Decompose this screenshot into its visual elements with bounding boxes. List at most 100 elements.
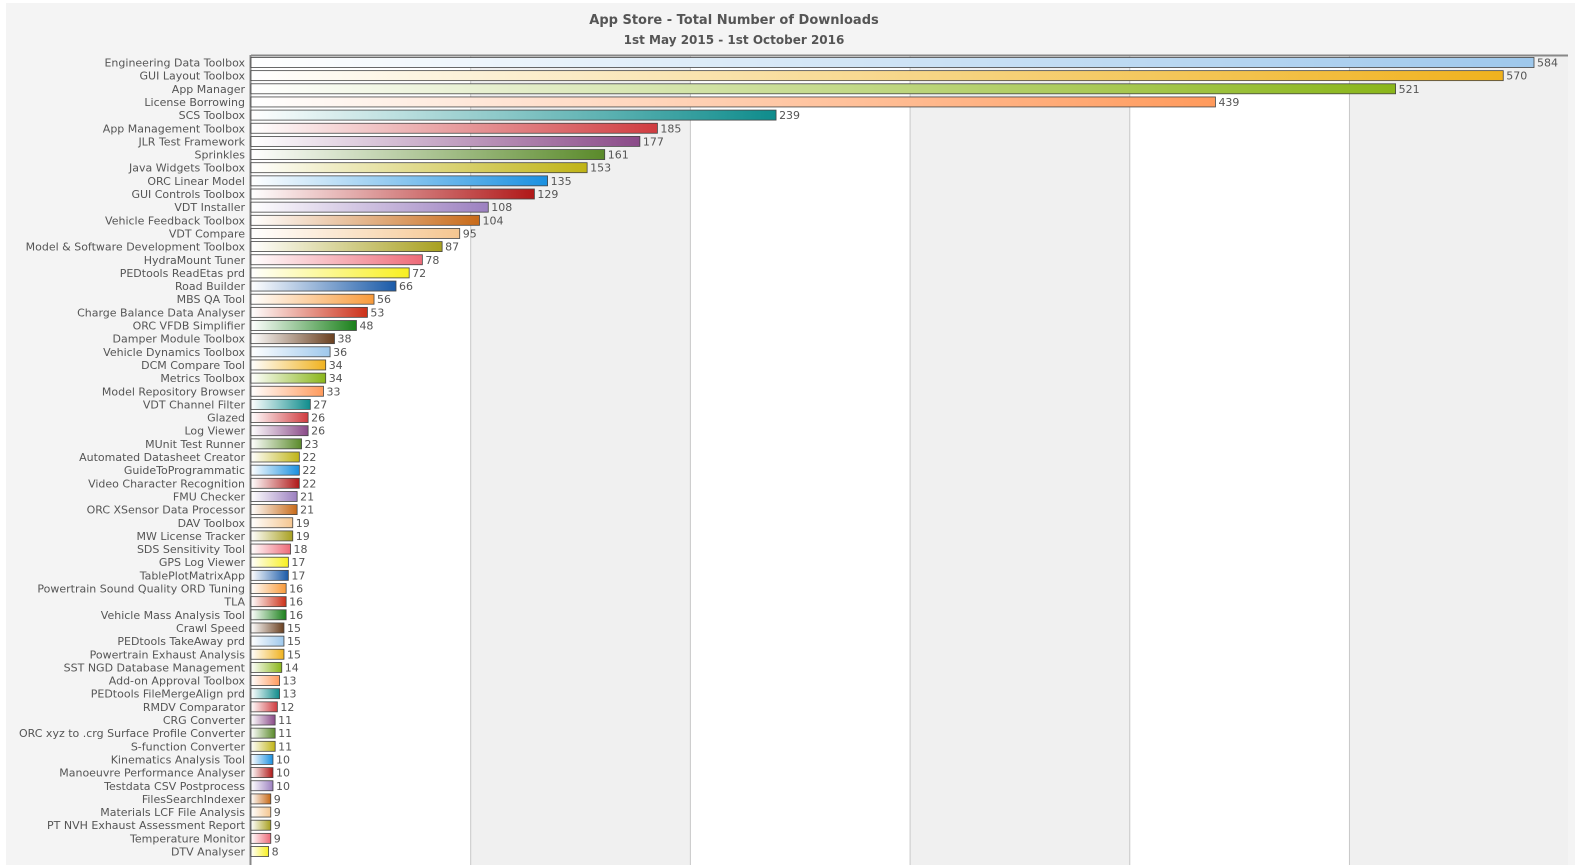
category-label: Model Repository Browser <box>102 385 246 398</box>
category-label: Materials LCF File Analysis <box>100 806 245 819</box>
bar <box>250 793 272 805</box>
category-label: Java Widgets Toolbox <box>128 162 245 175</box>
bar <box>250 517 294 529</box>
value-label: 439 <box>1218 96 1239 109</box>
category-label: GUI Controls Toolbox <box>131 188 245 201</box>
value-label: 9 <box>274 793 281 806</box>
category-label: VDT Channel Filter <box>143 398 246 411</box>
category-label: ORC Linear Model <box>147 175 245 188</box>
category-label: Video Character Recognition <box>88 477 245 490</box>
category-label: App Management Toolbox <box>103 122 246 135</box>
bar <box>250 648 285 660</box>
bar <box>250 701 278 713</box>
bar <box>250 635 285 647</box>
category-label: PEDtools TakeAway prd <box>117 635 245 648</box>
bar <box>250 425 309 437</box>
bar <box>250 306 368 318</box>
value-label: 16 <box>289 609 303 622</box>
value-label: 27 <box>313 398 327 411</box>
category-label: Road Builder <box>175 280 245 293</box>
bar <box>250 504 298 516</box>
category-label: CRG Converter <box>163 714 246 727</box>
bar <box>250 372 327 384</box>
bar <box>250 846 269 857</box>
category-label: Temperature Monitor <box>129 832 245 845</box>
bar <box>250 819 272 831</box>
category-label: Crawl Speed <box>176 622 245 635</box>
value-label: 33 <box>326 385 340 398</box>
bar <box>250 714 276 726</box>
bar <box>250 241 443 253</box>
bar <box>250 832 272 844</box>
value-label: 22 <box>302 464 316 477</box>
category-label: TablePlotMatrixApp <box>139 569 245 582</box>
value-label: 95 <box>463 227 477 240</box>
bar <box>250 767 274 778</box>
category-label: Charge Balance Data Analyser <box>77 306 245 319</box>
value-label: 570 <box>1506 70 1527 83</box>
category-label: Damper Module Toolbox <box>113 333 246 346</box>
category-label: DTV Analyser <box>171 846 246 859</box>
bar <box>250 583 287 594</box>
value-label: 23 <box>305 438 319 451</box>
value-label: 9 <box>274 806 281 819</box>
value-label: 19 <box>296 530 310 543</box>
bar <box>250 754 274 765</box>
bar <box>250 740 276 752</box>
category-label: ORC xyz to .crg Surface Profile Converte… <box>19 727 245 740</box>
grid-band <box>690 56 911 865</box>
value-label: 13 <box>283 675 297 688</box>
category-label: Sprinkles <box>195 149 246 162</box>
category-label: GuideToProgrammatic <box>124 464 245 477</box>
category-label: SCS Toolbox <box>179 109 246 122</box>
bar <box>250 543 291 555</box>
value-label: 19 <box>296 517 310 530</box>
category-label: Testdata CSV Postprocess <box>103 780 245 793</box>
bar <box>250 122 658 134</box>
value-label: 177 <box>643 135 664 148</box>
value-label: 38 <box>337 333 351 346</box>
value-label: 10 <box>276 767 290 780</box>
bar <box>250 569 289 581</box>
bar <box>250 780 274 792</box>
category-label: PT NVH Exhaust Assessment Report <box>47 819 246 832</box>
category-label: Metrics Toolbox <box>160 372 245 385</box>
bar <box>250 333 335 345</box>
category-label: ORC VFDB Simplifier <box>133 320 246 333</box>
category-label: FilesSearchIndexer <box>142 793 246 806</box>
value-label: 14 <box>285 661 299 674</box>
category-label: ORC XSensor Data Processor <box>87 504 246 517</box>
category-label: HydraMount Tuner <box>144 254 246 267</box>
bar-series: Engineering Data Toolbox 584 GUI Layout To… <box>19 57 1558 859</box>
bar <box>250 451 300 463</box>
bar <box>250 477 300 489</box>
chart-title: App Store - Total Number of Downloads <box>589 13 879 28</box>
category-label: SST NGD Database Management <box>64 661 246 674</box>
bar <box>250 254 423 266</box>
value-label: 239 <box>779 109 800 122</box>
value-label: 10 <box>276 753 290 766</box>
bar <box>250 688 280 700</box>
value-label: 72 <box>412 267 426 280</box>
bar <box>250 280 397 292</box>
value-label: 26 <box>311 425 325 438</box>
value-label: 185 <box>660 122 681 135</box>
category-label: Vehicle Mass Analysis Tool <box>101 609 245 622</box>
category-label: Vehicle Feedback Toolbox <box>105 214 245 227</box>
value-label: 34 <box>329 359 343 372</box>
value-label: 26 <box>311 412 325 425</box>
category-label: S-function Converter <box>131 740 246 753</box>
value-label: 9 <box>274 819 281 832</box>
category-label: Powertrain Exhaust Analysis <box>90 648 246 661</box>
value-label: 108 <box>491 201 512 214</box>
bar <box>250 622 285 634</box>
grid-band <box>1129 56 1350 865</box>
value-label: 11 <box>278 740 292 753</box>
category-label: Glazed <box>207 412 245 425</box>
value-label: 153 <box>590 162 611 175</box>
bar <box>250 96 1216 108</box>
value-label: 584 <box>1537 57 1558 70</box>
category-label: MUnit Test Runner <box>145 438 245 451</box>
category-label: GPS Log Viewer <box>159 556 246 569</box>
bar <box>250 109 777 121</box>
